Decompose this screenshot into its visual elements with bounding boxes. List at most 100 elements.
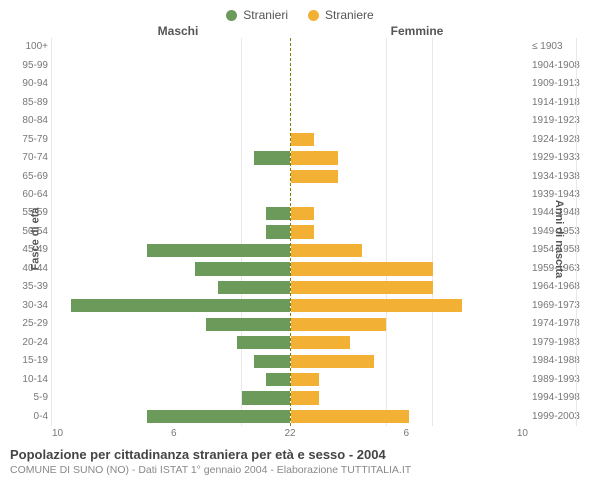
bar-row xyxy=(291,130,529,148)
female-bar xyxy=(291,133,315,146)
male-bar xyxy=(237,336,289,349)
male-bar xyxy=(254,151,290,164)
y-axis-left-title: Fasce di età xyxy=(29,207,41,270)
age-label: 100+ xyxy=(6,42,48,52)
birthyear-label: 1969-1973 xyxy=(532,301,594,311)
age-label: 55-59 xyxy=(6,208,48,218)
birthyear-label: 1909-1913 xyxy=(532,79,594,89)
female-bar xyxy=(291,244,362,257)
male-bar xyxy=(254,355,290,368)
population-pyramid-chart: Stranieri Straniere Maschi Femmine Fasce… xyxy=(0,0,600,480)
female-bar xyxy=(291,170,339,183)
age-label: 45-49 xyxy=(6,245,48,255)
birthyear-label: 1999-2003 xyxy=(532,412,594,422)
male-bar xyxy=(71,299,290,312)
bar-row xyxy=(291,56,529,74)
bar-row xyxy=(52,352,290,370)
age-label: 10-14 xyxy=(6,375,48,385)
bar-row xyxy=(52,93,290,111)
bar-row xyxy=(291,297,529,315)
bar-row xyxy=(52,56,290,74)
birthyear-label: 1994-1998 xyxy=(532,393,594,403)
age-label: 70-74 xyxy=(6,153,48,163)
age-label: 30-34 xyxy=(6,301,48,311)
bar-row xyxy=(52,130,290,148)
age-label: 80-84 xyxy=(6,116,48,126)
bar-row xyxy=(291,93,529,111)
bar-row xyxy=(291,204,529,222)
male-bar xyxy=(206,318,289,331)
female-bar xyxy=(291,318,386,331)
bar-row xyxy=(291,75,529,93)
footer-title: Popolazione per cittadinanza straniera p… xyxy=(10,447,590,462)
age-label: 95-99 xyxy=(6,61,48,71)
female-bar xyxy=(291,373,320,386)
female-bar xyxy=(291,299,462,312)
birthyear-label: 1984-1988 xyxy=(532,356,594,366)
bar-row xyxy=(52,334,290,352)
age-label: 5-9 xyxy=(6,393,48,403)
bar-row xyxy=(52,186,290,204)
x-axis-left-ticks: 1062 xyxy=(52,428,290,439)
birthyear-label: 1974-1978 xyxy=(532,319,594,329)
age-label: 50-54 xyxy=(6,227,48,237)
bar-row xyxy=(52,112,290,130)
female-bar xyxy=(291,225,315,238)
birthyear-label: 1964-1968 xyxy=(532,282,594,292)
male-bars-column xyxy=(52,38,291,426)
x-tick: 10 xyxy=(517,428,528,439)
bar-row xyxy=(291,38,529,56)
legend-swatch-male xyxy=(226,10,237,21)
male-bar xyxy=(266,207,290,220)
footer-subtitle: COMUNE DI SUNO (NO) - Dati ISTAT 1° genn… xyxy=(10,464,590,476)
birthyear-label: 1989-1993 xyxy=(532,375,594,385)
bar-row xyxy=(52,278,290,296)
bar-row xyxy=(52,223,290,241)
bar-row xyxy=(52,241,290,259)
female-bar xyxy=(291,355,374,368)
legend-swatch-female xyxy=(308,10,319,21)
x-axis-right-ticks: 2610 xyxy=(290,428,528,439)
bar-row xyxy=(52,75,290,93)
bar-row xyxy=(291,370,529,388)
female-bars-column xyxy=(291,38,529,426)
bar-row xyxy=(291,223,529,241)
legend-label-female: Straniere xyxy=(325,8,374,22)
bar-row xyxy=(291,149,529,167)
age-label: 20-24 xyxy=(6,338,48,348)
birthyear-label: 1914-1918 xyxy=(532,98,594,108)
bars-area xyxy=(52,38,528,426)
x-tick: 10 xyxy=(52,428,63,439)
bar-row xyxy=(52,297,290,315)
chart-legend: Stranieri Straniere xyxy=(6,8,594,22)
male-bar xyxy=(147,410,290,423)
female-bar xyxy=(291,151,339,164)
x-tick: 6 xyxy=(403,428,409,439)
chart-footer: Popolazione per cittadinanza straniera p… xyxy=(6,439,594,476)
male-bar xyxy=(242,391,290,404)
x-axis: 1062 2610 xyxy=(6,428,594,439)
female-bar xyxy=(291,410,410,423)
age-label: 35-39 xyxy=(6,282,48,292)
legend-label-male: Stranieri xyxy=(243,8,288,22)
birthyear-label: 1934-1938 xyxy=(532,172,594,182)
female-bar xyxy=(291,281,434,294)
birthyear-label: ≤ 1903 xyxy=(532,42,594,52)
bar-row xyxy=(52,204,290,222)
bar-row xyxy=(52,389,290,407)
male-bar xyxy=(218,281,289,294)
age-label: 75-79 xyxy=(6,135,48,145)
bar-row xyxy=(291,315,529,333)
y-axis-right-title: Anni di nascita xyxy=(553,199,565,277)
bar-row xyxy=(291,241,529,259)
birthyear-label: 1929-1933 xyxy=(532,153,594,163)
legend-item-male: Stranieri xyxy=(226,8,288,22)
birthyear-label: 1979-1983 xyxy=(532,338,594,348)
bar-row xyxy=(291,334,529,352)
male-bar xyxy=(266,373,290,386)
birthyear-label: 1919-1923 xyxy=(532,116,594,126)
male-bar xyxy=(147,244,290,257)
age-label: 0-4 xyxy=(6,412,48,422)
female-bar xyxy=(291,336,350,349)
birthyear-label: 1904-1908 xyxy=(532,61,594,71)
